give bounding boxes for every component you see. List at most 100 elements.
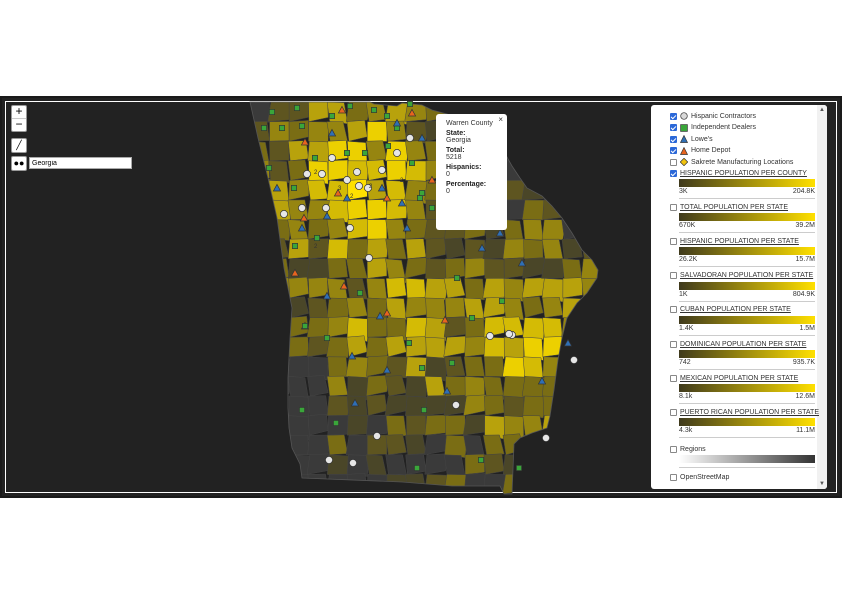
county-shape[interactable]	[523, 119, 544, 142]
hispanic-contractor-marker[interactable]	[378, 166, 386, 174]
hispanic-contractor-marker[interactable]	[322, 204, 330, 212]
county-shape[interactable]	[385, 454, 407, 475]
county-shape[interactable]	[561, 414, 583, 436]
lowes-marker[interactable]	[537, 376, 547, 385]
independent-dealer-marker[interactable]	[329, 113, 335, 119]
county-shape[interactable]	[327, 356, 349, 378]
independent-dealer-marker[interactable]	[279, 125, 285, 131]
county-shape[interactable]	[502, 238, 528, 260]
county-shape[interactable]	[308, 121, 330, 143]
county-shape[interactable]	[425, 237, 446, 260]
county-shape[interactable]	[561, 434, 583, 459]
county-shape[interactable]	[541, 238, 564, 260]
layer-checkbox[interactable]	[670, 135, 677, 143]
county-shape[interactable]	[307, 395, 329, 416]
county-shape[interactable]	[307, 413, 329, 436]
county-shape[interactable]	[581, 394, 602, 416]
county-shape[interactable]	[269, 140, 290, 162]
county-shape[interactable]	[522, 474, 544, 494]
layer-checkbox[interactable]	[670, 147, 677, 155]
independent-dealer-marker[interactable]	[421, 407, 427, 413]
county-shape[interactable]	[464, 336, 487, 358]
hispanic-contractor-marker[interactable]	[570, 356, 578, 364]
legend-choropleth-layer[interactable]: DOMINICAN POPULATION PER STATE	[670, 339, 806, 349]
county-shape[interactable]	[326, 218, 349, 240]
layer-checkbox[interactable]	[670, 340, 677, 348]
hispanic-contractor-marker[interactable]	[349, 459, 357, 467]
legend-point-layer[interactable]: Hispanic Contractors	[670, 111, 756, 121]
county-shape[interactable]	[561, 179, 583, 201]
layer-checkbox[interactable]	[670, 124, 677, 132]
hispanic-contractor-marker[interactable]	[486, 332, 494, 340]
county-shape[interactable]	[365, 454, 388, 478]
county-shape[interactable]	[249, 356, 273, 377]
county-shape[interactable]	[326, 336, 353, 359]
hispanic-contractor-marker[interactable]	[343, 176, 351, 184]
ruler-icon[interactable]: ╱	[11, 138, 27, 153]
lowes-marker[interactable]	[495, 228, 505, 237]
county-shape[interactable]	[366, 394, 388, 416]
county-shape[interactable]	[248, 317, 275, 338]
lowes-marker[interactable]	[417, 133, 427, 142]
county-shape[interactable]	[366, 374, 390, 397]
legend-point-layer[interactable]: Independent Dealers	[670, 123, 756, 133]
independent-dealer-marker[interactable]	[312, 155, 318, 161]
county-shape[interactable]	[249, 297, 272, 318]
hispanic-contractor-marker[interactable]	[346, 224, 354, 232]
county-shape[interactable]	[483, 394, 505, 416]
county-shape[interactable]	[561, 474, 585, 494]
county-shape[interactable]	[346, 120, 368, 142]
binoculars-icon[interactable]: ●●	[11, 156, 27, 171]
independent-dealer-marker[interactable]	[385, 143, 391, 149]
county-shape[interactable]	[267, 297, 290, 318]
county-shape[interactable]	[483, 336, 507, 360]
county-shape[interactable]	[249, 258, 270, 279]
county-shape[interactable]	[542, 179, 564, 201]
county-shape[interactable]	[562, 139, 584, 162]
county-shape[interactable]	[580, 376, 602, 398]
county-shape[interactable]	[443, 316, 470, 338]
lowes-marker[interactable]	[397, 198, 407, 207]
county-shape[interactable]	[562, 277, 583, 299]
legend-choropleth-layer[interactable]: MEXICAN POPULATION PER STATE	[670, 373, 798, 383]
county-shape[interactable]	[385, 277, 407, 299]
independent-dealer-marker[interactable]	[409, 160, 415, 166]
independent-dealer-marker[interactable]	[294, 105, 300, 111]
independent-dealer-marker[interactable]	[357, 290, 363, 296]
county-shape[interactable]	[308, 101, 329, 122]
legend-choropleth-layer[interactable]: HISPANIC POPULATION PER COUNTY	[670, 168, 807, 178]
county-shape[interactable]	[385, 297, 407, 321]
lowes-marker[interactable]	[347, 351, 357, 360]
county-shape[interactable]	[482, 434, 505, 456]
legend-point-layer[interactable]: Sakrete Manufacturing Locations	[670, 157, 793, 167]
layer-checkbox[interactable]	[670, 112, 677, 120]
county-shape[interactable]	[580, 415, 607, 437]
layer-checkbox[interactable]	[670, 237, 677, 245]
county-shape[interactable]	[444, 237, 466, 260]
county-shape[interactable]	[385, 238, 407, 260]
county-shape[interactable]	[562, 336, 585, 358]
county-shape[interactable]	[249, 238, 270, 264]
legend-point-layer[interactable]: Lowe's	[670, 134, 713, 144]
independent-dealer-marker[interactable]	[407, 101, 413, 107]
county-shape[interactable]	[307, 140, 331, 164]
lowes-marker[interactable]	[402, 223, 412, 232]
scroll-down-icon[interactable]: ▼	[819, 481, 825, 487]
independent-dealer-marker[interactable]	[429, 205, 435, 211]
county-shape[interactable]	[561, 317, 586, 343]
county-shape[interactable]	[287, 238, 312, 260]
county-shape[interactable]	[463, 356, 485, 377]
county-shape[interactable]	[580, 356, 602, 380]
independent-dealer-marker[interactable]	[406, 340, 412, 346]
lowes-marker[interactable]	[322, 211, 332, 220]
county-shape[interactable]	[288, 101, 309, 122]
county-shape[interactable]	[541, 139, 564, 162]
independent-dealer-marker[interactable]	[419, 190, 425, 196]
county-shape[interactable]	[268, 180, 290, 203]
county-shape[interactable]	[346, 335, 368, 358]
county-shape[interactable]	[307, 473, 329, 494]
independent-dealer-marker[interactable]	[261, 125, 267, 131]
county-shape[interactable]	[405, 434, 427, 456]
county-shape[interactable]	[522, 395, 546, 419]
county-shape[interactable]	[523, 336, 544, 361]
